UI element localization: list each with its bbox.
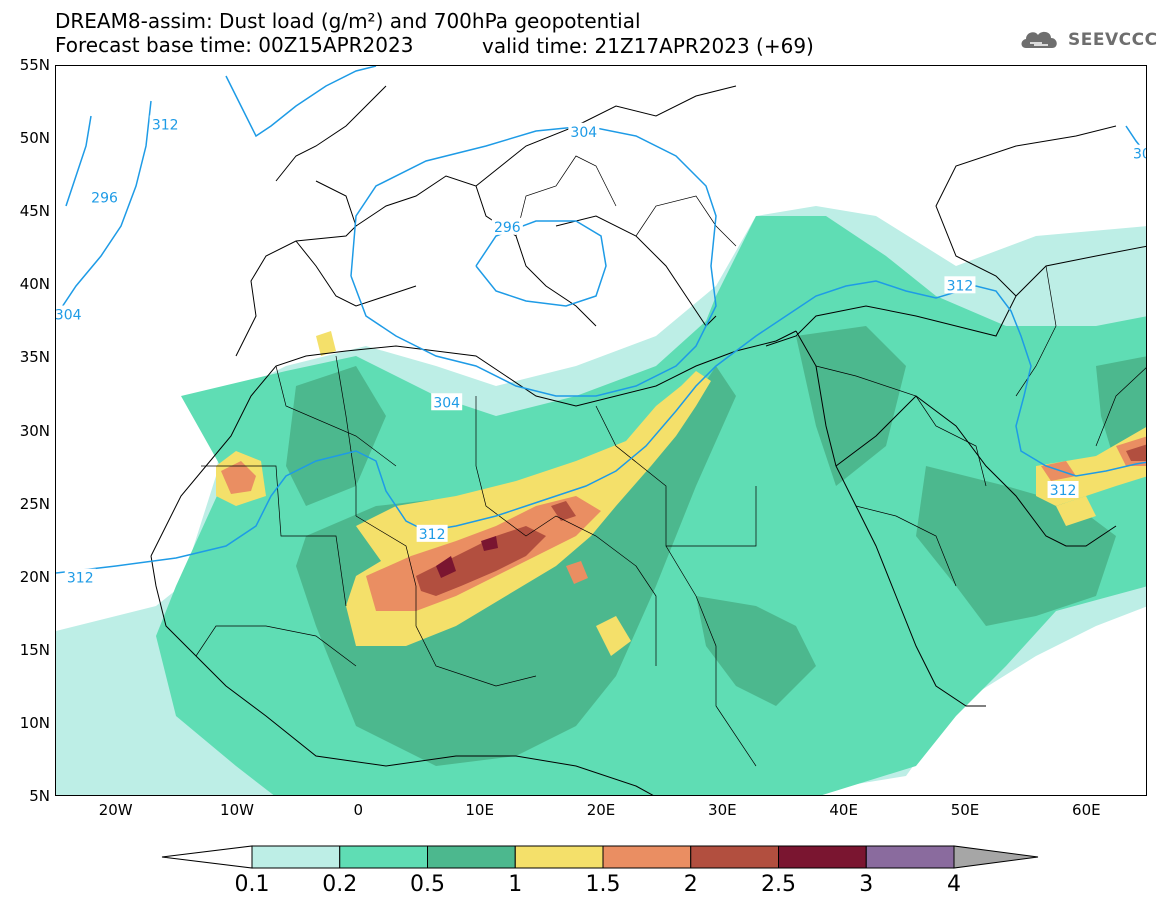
contour-label: 30 bbox=[1130, 144, 1147, 163]
dust-load-field bbox=[56, 206, 1146, 795]
contour-label: 304 bbox=[568, 122, 600, 141]
lat-label: 40N bbox=[19, 275, 50, 294]
map-frame: 312 304 296 304 296 312 30 304 312 312 312 bbox=[55, 65, 1147, 796]
colorbar-over-triangle bbox=[953, 845, 1039, 869]
lon-label: 20E bbox=[586, 801, 616, 819]
svg-text:304: 304 bbox=[56, 308, 82, 324]
lat-label: 25N bbox=[19, 494, 50, 513]
lat-label: 35N bbox=[19, 348, 50, 367]
svg-text:312: 312 bbox=[1050, 483, 1077, 499]
geopotential-contours bbox=[56, 66, 1146, 574]
lat-label: 55N bbox=[19, 56, 50, 74]
lon-label: 20W bbox=[98, 801, 133, 819]
lat-label: 10N bbox=[19, 713, 50, 732]
contour-label: 312 bbox=[1047, 480, 1079, 499]
colorbar-segment bbox=[865, 845, 955, 869]
contour-label: 312 bbox=[416, 524, 448, 543]
lon-label: 30E bbox=[708, 801, 737, 819]
svg-text:312: 312 bbox=[152, 117, 179, 133]
svg-text:312: 312 bbox=[67, 571, 94, 587]
colorbar-segment bbox=[427, 845, 516, 869]
coastlines bbox=[150, 85, 1146, 795]
colorbar-segment bbox=[602, 845, 692, 869]
lon-label: 10E bbox=[465, 801, 494, 819]
colorbar-tick-label: 1.5 bbox=[585, 872, 621, 897]
cloud-icon bbox=[1021, 31, 1057, 48]
colorbar-tick-label: 4 bbox=[947, 872, 961, 897]
lon-label: 10W bbox=[220, 801, 254, 819]
contour-304-north bbox=[350, 125, 717, 397]
lat-label: 45N bbox=[19, 202, 50, 221]
contour-label: 304 bbox=[431, 393, 463, 411]
seevccc-logo: SEEVCCC bbox=[1018, 26, 1158, 54]
colorbar-tick-label: 0.1 bbox=[234, 872, 270, 897]
svg-text:296: 296 bbox=[494, 220, 521, 236]
lat-label: 5N bbox=[29, 787, 50, 805]
contour-312-north bbox=[225, 66, 377, 138]
colorbar-segment bbox=[690, 845, 779, 869]
country-borders bbox=[195, 155, 1146, 767]
svg-text:312: 312 bbox=[419, 527, 446, 543]
contour-labels: 312 304 296 304 296 312 30 304 312 312 312 bbox=[56, 115, 1147, 587]
svg-text:296: 296 bbox=[91, 191, 118, 207]
svg-text:304: 304 bbox=[433, 395, 460, 411]
lon-label: 40E bbox=[829, 801, 858, 819]
colorbar-tick-label: 2.5 bbox=[761, 872, 796, 897]
lat-label: 30N bbox=[19, 421, 50, 440]
forecast-base-time: Forecast base time: 00Z15APR2023 bbox=[55, 33, 414, 57]
colorbar-segment bbox=[339, 845, 428, 869]
contour-label: 296 bbox=[89, 188, 121, 207]
colorbar-tick-label: 0.5 bbox=[410, 872, 445, 897]
lat-label: 15N bbox=[19, 640, 50, 659]
colorbar-tick-label: 0.2 bbox=[322, 872, 358, 897]
contour-label: 312 bbox=[944, 276, 976, 294]
map-canvas: 312 304 296 304 296 312 30 304 312 312 312 bbox=[56, 66, 1147, 795]
contour-label: 296 bbox=[491, 217, 523, 236]
valid-time: valid time: 21Z17APR2023 (+69) bbox=[482, 34, 814, 58]
colorbar-segment bbox=[251, 845, 341, 869]
contour-312-west bbox=[56, 280, 1146, 574]
colorbar bbox=[161, 845, 1039, 869]
dust-level-2 bbox=[416, 526, 546, 596]
contour-label: 312 bbox=[64, 568, 96, 587]
contour-label: 304 bbox=[56, 305, 84, 324]
lon-label: 60E bbox=[1072, 801, 1101, 819]
contour-296-west bbox=[65, 115, 92, 207]
lat-label: 20N bbox=[19, 567, 50, 586]
dust-level-0.5 bbox=[286, 366, 386, 506]
colorbar-under-triangle bbox=[161, 845, 253, 869]
colorbar-tick-label: 3 bbox=[859, 872, 874, 897]
map-title: DREAM8-assim: Dust load (g/m²) and 700hP… bbox=[55, 9, 641, 33]
colorbar-tick-label: 2 bbox=[683, 872, 698, 897]
contour-304-west bbox=[56, 100, 152, 317]
lon-label: 50E bbox=[950, 801, 980, 819]
contour-label: 312 bbox=[149, 115, 181, 133]
svg-text:304: 304 bbox=[570, 125, 597, 141]
svg-text:30: 30 bbox=[1133, 147, 1147, 163]
svg-text:312: 312 bbox=[947, 278, 974, 294]
colorbar-segment bbox=[514, 845, 604, 869]
dust-level-2.5 bbox=[436, 556, 456, 578]
colorbar-segment bbox=[778, 845, 867, 869]
lon-label: 0 bbox=[353, 801, 364, 819]
logo-text: SEEVCCC bbox=[1068, 30, 1158, 50]
colorbar-tick-label: 1 bbox=[508, 872, 523, 897]
lat-label: 50N bbox=[19, 129, 50, 148]
